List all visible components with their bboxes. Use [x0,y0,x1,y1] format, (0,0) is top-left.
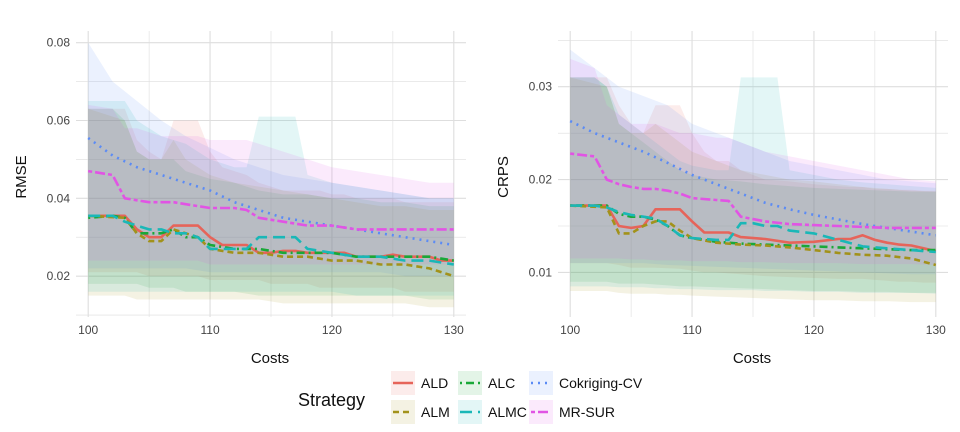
rmse-x-tick-label: 130 [444,323,464,337]
rmse-x-tick-label: 100 [78,323,98,337]
legend-label-alc: ALC [488,375,515,391]
crps-x-tick-label: 100 [560,323,580,337]
rmse-y-tick-label: 0.02 [47,269,71,283]
rmse-line-almc [88,214,455,266]
crps-line-cokriging-cv [569,119,936,237]
rmse-panel: 100 110 120 130 0.02 0.04 0.06 0.08 [47,31,466,337]
rmse-band-almc [88,101,454,296]
rmse-x-axis-title: Costs [251,350,289,367]
rmse-line-alm [88,214,455,278]
crps-band-mr-sur [570,58,936,266]
crps-line-almc [570,204,936,254]
legend-label-cokriging-cv: Cokriging-CV [559,375,643,391]
rmse-y-tick-label: 0.04 [47,191,71,205]
rmse-band-alc [88,108,454,300]
legend-label-almc: ALMC [488,404,527,420]
crps-y-tick-label: 0.03 [529,80,553,94]
rmse-band-cokriging-cv [88,42,454,277]
legend-label-alm: ALM [421,404,450,420]
crps-line-alm [570,204,937,267]
crps-y-tick-label: 0.01 [529,265,553,279]
crps-line-mr-sur [570,152,936,230]
rmse-line-mr-sur [87,169,454,231]
rmse-y-axis-title: RMSE [13,155,30,198]
crps-x-axis-title: Costs [733,350,771,367]
crps-y-tick-label: 0.02 [529,173,553,187]
crps-band-alm [570,77,936,303]
crps-x-tick-label: 110 [682,323,701,337]
crps-line-ald [570,204,937,253]
crps-band-cokriging-cv [570,49,936,275]
crps-x-tick-label: 130 [926,323,946,337]
rmse-x-tick-label: 110 [200,323,219,337]
crps-panel: 100 110 120 130 0.01 0.02 0.03 [529,31,948,337]
legend-title: Strategy [298,390,365,410]
rmse-x-tick-label: 120 [322,323,342,337]
crps-y-axis-title: CRPS [495,156,512,198]
crps-x-tick-label: 120 [804,323,824,337]
legend-label-mr-sur: MR-SUR [559,404,615,420]
rmse-y-tick-label: 0.08 [47,36,71,50]
rmse-band-ald [88,108,454,292]
rmse-line-cokriging-cv [87,136,455,247]
crps-line-alc [570,204,936,252]
legend-label-ald: ALD [421,375,448,391]
rmse-y-tick-label: 0.06 [47,113,71,127]
crps-band-ald [570,77,936,283]
legend: Strategy ALD ALM ALC ALMC Cokriging-CV MR-SUR [298,371,643,424]
